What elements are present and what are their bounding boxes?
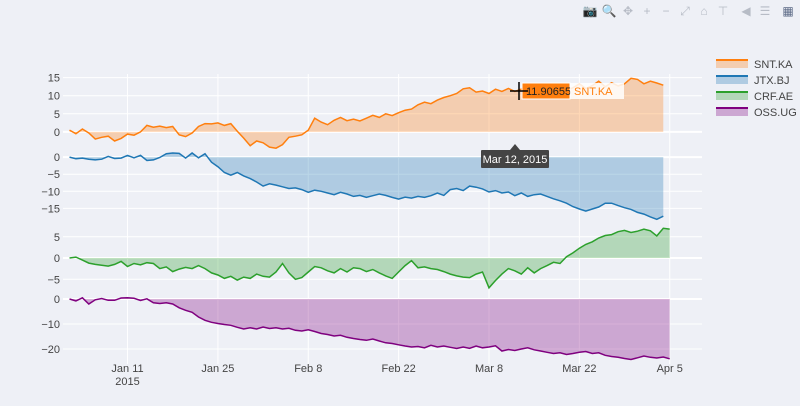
y-tick-label: 5 [54, 109, 60, 121]
x-tick-label: Feb 8 [294, 363, 322, 375]
zoom-out-icon[interactable]: − [662, 4, 670, 18]
x-tick-label: Jan 11 [111, 363, 143, 375]
zoom-icon[interactable]: 🔍 [601, 4, 617, 18]
x-tick-label: Apr 5 [657, 363, 683, 375]
legend-swatch-OSS.UG [716, 108, 748, 116]
modebar: 📷 🔍 ✥ + − ⤢ ⌂ ⊤ ◀ ☰ ▦ [582, 2, 796, 20]
hover-name-box [570, 83, 624, 99]
area-fill-OSS.UG [69, 297, 670, 360]
spike-lines-icon[interactable]: ⊤ [717, 4, 729, 18]
legend-swatch-SNT.KA [716, 60, 748, 68]
hover-value-label: 11.90655 [526, 86, 571, 98]
y-tick-label: 0 [54, 152, 60, 164]
area-fill-SNT.KA [69, 78, 664, 149]
x-tick-label: Mar 22 [562, 363, 596, 375]
hover-date-arrow [510, 144, 520, 150]
hover-date-box [481, 150, 549, 168]
series-line-OSS.UG [69, 296, 670, 361]
y-tick-label: −5 [47, 169, 60, 181]
legend-label-SNT.KA: SNT.KA [754, 59, 793, 71]
hover-closest-icon[interactable]: ◀ [741, 4, 751, 18]
y-tick-label: −5 [47, 274, 60, 286]
series-line-CRF.AE [69, 227, 670, 290]
hover-date-label: Mar 12, 2015 [483, 154, 548, 166]
legend-label-CRF.AE: CRF.AE [754, 91, 793, 103]
camera-icon[interactable]: 📷 [582, 4, 598, 18]
y-tick-label: 10 [48, 91, 60, 103]
y-tick-label: −10 [41, 186, 60, 198]
zoom-in-icon[interactable]: + [643, 4, 651, 18]
series-line-JTX.BJ [69, 152, 664, 221]
y-tick-label: −15 [41, 203, 60, 215]
x-tick-label: Feb 22 [382, 363, 416, 375]
home-icon[interactable]: ⌂ [700, 4, 708, 18]
autoscale-icon[interactable]: ⤢ [680, 4, 690, 18]
hover-series-label: SNT.KA [574, 86, 613, 98]
legend-label-JTX.BJ: JTX.BJ [754, 75, 789, 87]
y-tick-label: 15 [48, 73, 60, 85]
legend-swatch-CRF.AE [716, 92, 748, 100]
plotly-logo-icon[interactable]: ▦ [782, 4, 794, 18]
y-tick-label: −10 [41, 319, 60, 331]
legend-swatch-JTX.BJ [716, 76, 748, 84]
hover-compare-icon[interactable]: ☰ [759, 4, 771, 18]
pan-icon[interactable]: ✥ [622, 4, 634, 18]
y-tick-label: −20 [41, 344, 60, 356]
x-tick-label: Jan 25 [201, 363, 234, 375]
y-tick-label: 5 [54, 232, 60, 244]
y-tick-label: 0 [54, 253, 60, 265]
y-tick-label: 0 [54, 294, 60, 306]
x-tick-sublabel: 2015 [115, 376, 139, 388]
y-tick-label: 0 [54, 127, 60, 139]
legend-label-OSS.UG: OSS.UG [754, 107, 797, 119]
area-fill-JTX.BJ [69, 153, 664, 220]
x-tick-label: Mar 8 [475, 363, 503, 375]
